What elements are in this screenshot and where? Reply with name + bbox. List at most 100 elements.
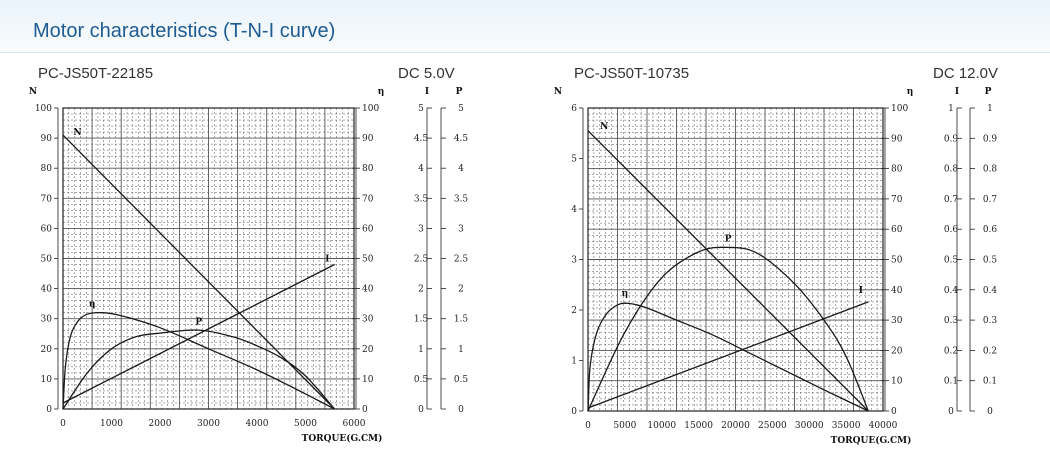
i-axis-title: I xyxy=(425,87,429,97)
n-tick-label: 3 xyxy=(571,256,577,266)
n-tick-label: 100 xyxy=(35,104,52,114)
i-tick-label: 0.2 xyxy=(944,346,958,356)
i-tick-label: 0.7 xyxy=(944,195,959,205)
p-tick-label: 4.5 xyxy=(454,134,469,144)
n-tick-label: 60 xyxy=(41,224,53,234)
p-tick-label: 0.5 xyxy=(983,256,998,266)
p-axis-title: P xyxy=(456,87,463,97)
curve-label: P xyxy=(725,234,732,244)
p-tick-label: 0 xyxy=(987,407,993,417)
eta-tick-label: 40 xyxy=(891,286,903,296)
p-tick-label: 1 xyxy=(987,104,993,114)
i-tick-label: 1.5 xyxy=(414,315,429,325)
eta-tick-label: 40 xyxy=(362,285,374,295)
i-tick-label: 0.5 xyxy=(944,256,959,266)
n-tick-label: 5 xyxy=(571,155,577,165)
x-tick-label: 3000 xyxy=(197,419,220,429)
eta-tick-label: 80 xyxy=(891,165,903,175)
n-tick-label: 20 xyxy=(41,345,53,355)
i-tick-label: 0.3 xyxy=(944,316,959,326)
n-tick-label: 70 xyxy=(41,194,53,204)
n-tick-label: 6 xyxy=(571,104,577,114)
p-tick-label: 0.4 xyxy=(983,286,998,296)
i-tick-label: 0.8 xyxy=(944,165,959,175)
eta-tick-label: 80 xyxy=(362,164,374,174)
chart-2-voltage: DC 12.0V xyxy=(933,65,999,82)
eta-axis-title: η xyxy=(378,87,385,97)
eta-tick-label: 60 xyxy=(362,224,374,234)
p-tick-label: 3.5 xyxy=(454,194,469,204)
p-tick-label: 2 xyxy=(458,285,464,295)
x-tick-label: 25000 xyxy=(758,421,787,431)
chart-1-voltage: DC 5.0V xyxy=(398,65,455,82)
i-tick-label: 1 xyxy=(948,104,954,114)
p-tick-label: 3 xyxy=(458,224,464,234)
p-tick-label: 1 xyxy=(458,345,464,355)
x-tick-label: 5000 xyxy=(294,419,317,429)
eta-tick-label: 60 xyxy=(891,225,903,235)
eta-tick-label: 100 xyxy=(362,104,379,114)
i-axis-title: I xyxy=(955,87,959,97)
curve-label: P xyxy=(195,318,202,328)
chart-1-model: PC-JS50T-22185 xyxy=(38,65,154,82)
curve-label: η xyxy=(89,300,96,310)
x-tick-label: 5000 xyxy=(613,421,636,431)
i-tick-label: 0 xyxy=(948,407,954,417)
eta-tick-label: 90 xyxy=(362,134,374,144)
chart-2: 0 5000 10000 15000 20000 25000 30000 35000 40000… xyxy=(554,87,998,446)
series-line-P xyxy=(587,246,869,412)
chart-1: 0 1000 2000 3000 4000 5000 6000TORQUE(G.CM)010… xyxy=(29,87,469,444)
series-line-P xyxy=(62,329,336,410)
eta-tick-label: 20 xyxy=(362,345,374,355)
curve-label: η xyxy=(622,289,629,299)
n-tick-label: 80 xyxy=(41,164,53,174)
p-axis-title: P xyxy=(985,87,992,97)
x-tick-label: 35000 xyxy=(832,421,861,431)
curve-label: I xyxy=(325,255,329,265)
x-axis-title: TORQUE(G.CM) xyxy=(302,433,383,444)
n-tick-label: 2 xyxy=(571,306,577,316)
eta-tick-label: 30 xyxy=(362,315,374,325)
p-tick-label: 0 xyxy=(458,405,464,415)
x-tick-label: 0 xyxy=(585,421,591,431)
i-tick-label: 4 xyxy=(418,164,424,174)
curve-label: N xyxy=(73,128,81,138)
p-tick-label: 0.9 xyxy=(983,134,998,144)
n-tick-label: 1 xyxy=(571,357,577,367)
x-tick-label: 2000 xyxy=(149,419,172,429)
x-tick-label: 20000 xyxy=(721,421,750,431)
x-tick-label: 30000 xyxy=(795,421,824,431)
i-tick-label: 3.5 xyxy=(414,194,429,204)
p-tick-label: 4 xyxy=(458,164,464,174)
curve-label: N xyxy=(600,122,608,132)
n-tick-label: 90 xyxy=(41,134,53,144)
n-tick-label: 30 xyxy=(41,315,53,325)
i-tick-label: 0.9 xyxy=(944,134,959,144)
eta-tick-label: 0 xyxy=(362,405,368,415)
n-axis-title: N xyxy=(554,87,562,97)
x-tick-label: 6000 xyxy=(343,419,366,429)
n-axis-title: N xyxy=(29,87,37,97)
eta-tick-label: 70 xyxy=(891,195,903,205)
eta-tick-label: 90 xyxy=(891,134,903,144)
eta-tick-label: 50 xyxy=(362,255,374,265)
eta-tick-label: 0 xyxy=(891,407,897,417)
header-band xyxy=(0,0,1050,53)
i-tick-label: 1 xyxy=(418,345,424,355)
n-tick-label: 40 xyxy=(41,285,53,295)
series-line-η xyxy=(62,311,335,410)
x-tick-label: 1000 xyxy=(100,419,123,429)
i-tick-label: 0.5 xyxy=(414,375,429,385)
eta-tick-label: 70 xyxy=(362,194,374,204)
i-tick-label: 0.1 xyxy=(944,377,958,387)
i-tick-label: 0.6 xyxy=(944,225,959,235)
page-title: Motor characteristics (T-N-I curve) xyxy=(33,20,336,42)
eta-tick-label: 30 xyxy=(891,316,903,326)
eta-tick-label: 10 xyxy=(362,375,374,385)
x-tick-label: 40000 xyxy=(869,421,898,431)
n-tick-label: 4 xyxy=(571,205,577,215)
p-tick-label: 0.7 xyxy=(983,195,998,205)
p-tick-label: 0.2 xyxy=(983,346,997,356)
curve-label: I xyxy=(859,286,863,296)
p-tick-label: 0.6 xyxy=(983,225,998,235)
